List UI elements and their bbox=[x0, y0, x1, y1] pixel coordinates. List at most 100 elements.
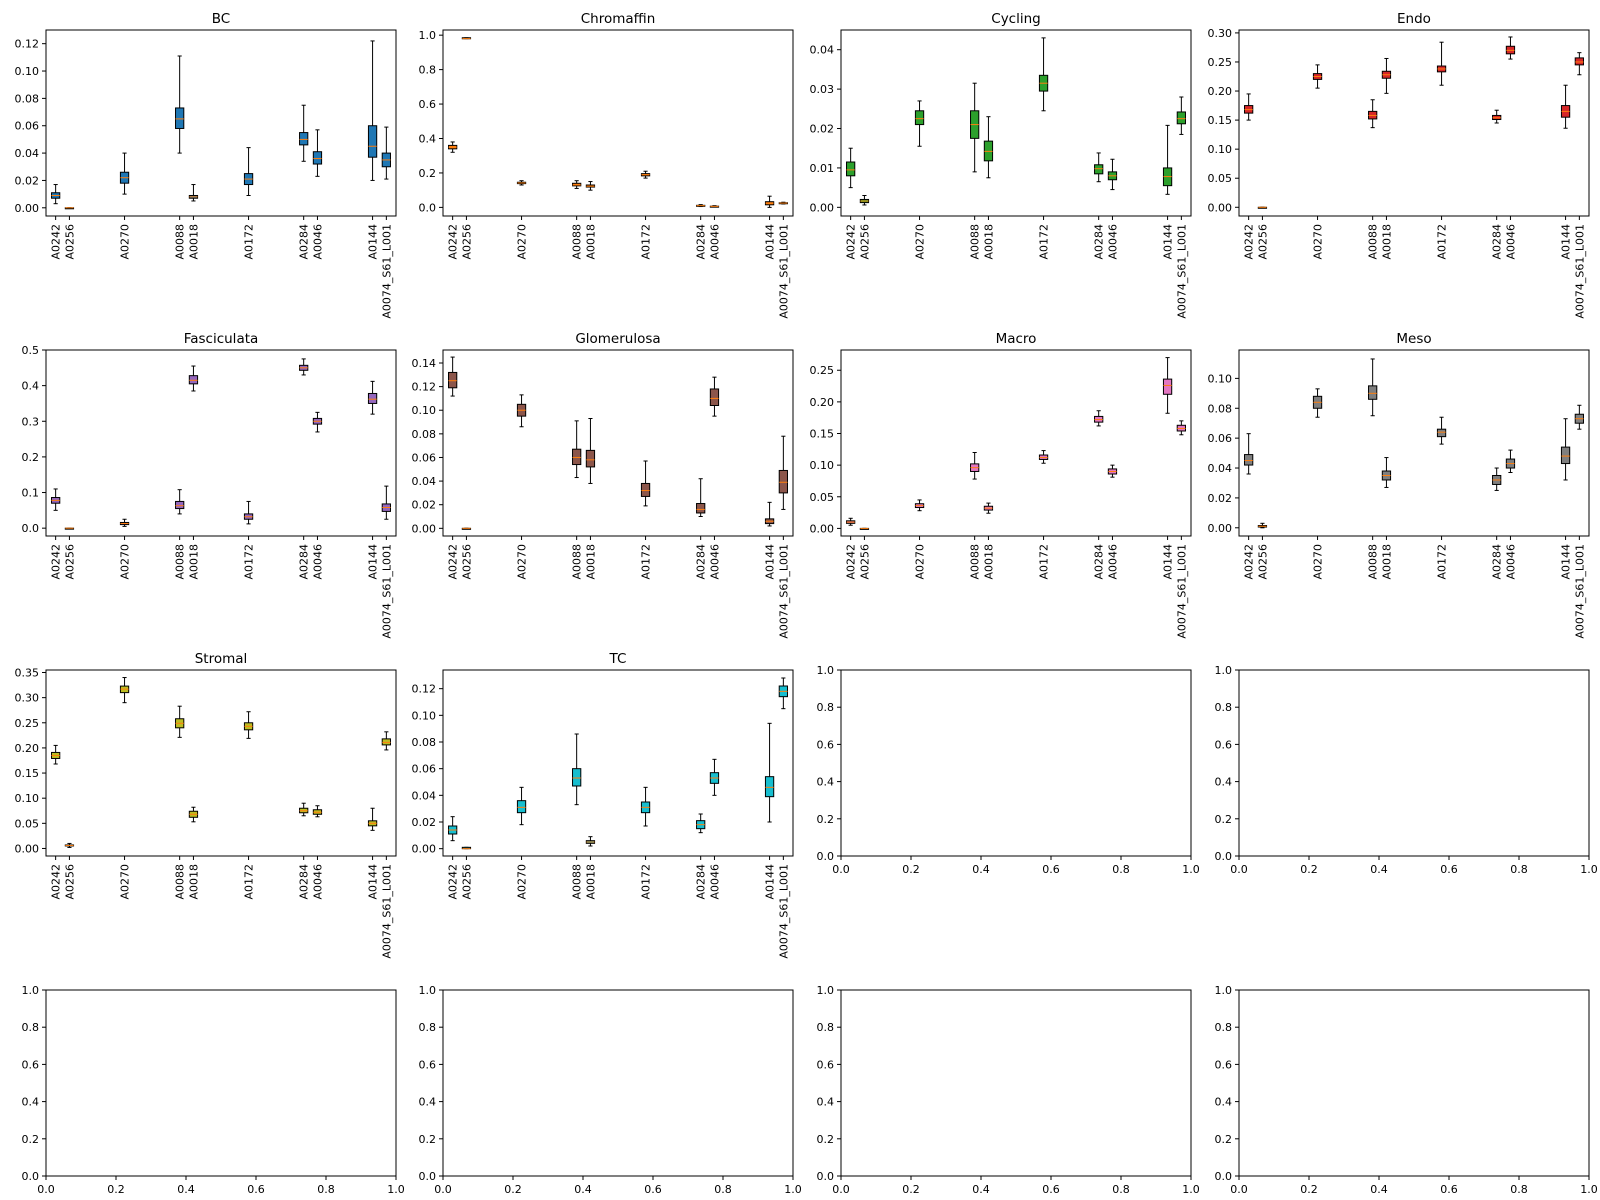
subplot-glomerulosa: Glomerulosa 0.00 0.02 0.04 0.06 0.08 0.10 0.12 0… bbox=[412, 331, 794, 639]
box-a0256 bbox=[461, 846, 472, 850]
box-a0074_s61_l001 bbox=[1176, 420, 1186, 436]
x-tick-label: 0.2 bbox=[902, 1183, 920, 1196]
y-tick-label: 0.25 bbox=[15, 717, 40, 730]
x-tick-label: A0088 bbox=[174, 544, 187, 580]
box-a0172 bbox=[1436, 41, 1447, 86]
box-iqr bbox=[572, 448, 582, 466]
box-a0074_s61_l001 bbox=[381, 485, 391, 520]
y-tick-label: 0.08 bbox=[412, 428, 437, 441]
box-a0172 bbox=[243, 500, 254, 525]
x-tick-label: A0270 bbox=[914, 224, 927, 260]
box-a0172 bbox=[640, 786, 651, 827]
y-tick-label: 0.02 bbox=[810, 123, 835, 136]
y-tick-label: 0.5 bbox=[22, 344, 40, 357]
box-a0074_s61_l001 bbox=[381, 731, 391, 751]
box-a0172 bbox=[1038, 450, 1049, 464]
box-iqr bbox=[696, 503, 706, 514]
axes-frame bbox=[442, 349, 794, 537]
box-a0270 bbox=[119, 152, 130, 195]
x-tick-label: A0144 bbox=[367, 224, 380, 260]
y-tick-label: 0.06 bbox=[1208, 432, 1233, 445]
y-tick-label: 0.3 bbox=[22, 415, 40, 428]
y-tick-label: 0.12 bbox=[412, 381, 437, 394]
axes-frame bbox=[840, 29, 1192, 217]
x-tick-label: 1.0 bbox=[387, 1183, 405, 1196]
x-tick-label: A0284 bbox=[695, 864, 708, 900]
box-a0242 bbox=[51, 488, 61, 511]
x-tick-label: A0144 bbox=[1560, 224, 1573, 260]
box-a0242 bbox=[846, 517, 856, 526]
box-a0256 bbox=[461, 527, 472, 530]
y-tick-label: 0.08 bbox=[1208, 402, 1233, 415]
y-tick-label: 0.00 bbox=[1208, 201, 1233, 214]
box-a0018 bbox=[1381, 457, 1392, 488]
box-a0144 bbox=[764, 501, 775, 527]
x-tick-label: A0074_S61_L001 bbox=[380, 544, 393, 639]
box-a0088 bbox=[1368, 99, 1378, 129]
subplot-chromaffin: Chromaffin 0.0 0.2 0.4 0.6 0.8 1.0 A0242 A0256 A0… bbox=[419, 11, 794, 319]
x-tick-label: A0074_S61_L001 bbox=[777, 864, 790, 959]
box-a0284 bbox=[696, 813, 706, 834]
y-tick-label: 0.20 bbox=[1208, 85, 1233, 98]
box-a0074_s61_l001 bbox=[1176, 96, 1186, 135]
y-tick-label: 0.35 bbox=[15, 667, 40, 680]
box-a0046 bbox=[312, 805, 323, 818]
box-a0046 bbox=[312, 129, 323, 177]
x-tick-label: A0284 bbox=[695, 224, 708, 260]
box-a0172 bbox=[1436, 416, 1447, 445]
x-tick-label: A0046 bbox=[1504, 544, 1517, 580]
empty-subplot: 0.00.0 0.2 0.2 0.4 0.4 0.6 0.6 0.8 0.8 1.0 1.0 bbox=[1215, 984, 1598, 1196]
y-tick-label: 1.0 bbox=[419, 984, 437, 997]
y-tick-label: 0.06 bbox=[412, 451, 437, 464]
x-tick-label: A0172 bbox=[640, 864, 653, 900]
subplot-bc: BC 0.00 0.02 0.04 0.06 0.08 0.10 0.12 A0242 A0256… bbox=[15, 11, 397, 319]
x-tick-label: A0074_S61_L001 bbox=[380, 864, 393, 959]
x-tick-label: A0270 bbox=[119, 864, 132, 900]
subplot-title: TC bbox=[609, 651, 627, 667]
y-tick-label: 0.00 bbox=[15, 842, 40, 855]
box-iqr bbox=[1560, 446, 1571, 465]
y-tick-label: 1.0 bbox=[1215, 664, 1233, 677]
x-tick-label: A0046 bbox=[1504, 224, 1517, 260]
y-tick-label: 0.8 bbox=[817, 1021, 835, 1034]
y-tick-label: 0.04 bbox=[1208, 462, 1233, 475]
y-tick-label: 0.0 bbox=[1215, 1170, 1233, 1183]
x-tick-label: 0.2 bbox=[504, 1183, 522, 1196]
x-tick-label: A0284 bbox=[1491, 544, 1504, 580]
box-a0242 bbox=[1244, 93, 1254, 121]
box-a0018 bbox=[983, 116, 994, 179]
x-tick-label: A0144 bbox=[764, 864, 777, 900]
x-tick-label: 1.0 bbox=[1580, 863, 1598, 876]
box-a0270 bbox=[914, 100, 925, 147]
box-a0088 bbox=[175, 705, 185, 738]
box-iqr bbox=[516, 800, 527, 814]
x-tick-label: A0172 bbox=[1436, 544, 1449, 580]
x-tick-label: A0242 bbox=[50, 864, 63, 900]
x-tick-label: 0.2 bbox=[1300, 1183, 1318, 1196]
y-tick-label: 0.10 bbox=[15, 65, 40, 78]
box-a0172 bbox=[1038, 37, 1049, 112]
box-a0270 bbox=[516, 180, 527, 186]
y-tick-label: 0.15 bbox=[810, 428, 835, 441]
box-a0088 bbox=[175, 55, 185, 154]
y-tick-label: 0.15 bbox=[1208, 114, 1233, 127]
subplot-title: Macro bbox=[996, 331, 1037, 347]
box-a0284 bbox=[299, 104, 309, 162]
box-a0144 bbox=[367, 380, 378, 415]
y-tick-label: 0.10 bbox=[412, 404, 437, 417]
x-tick-label: 0.4 bbox=[574, 1183, 592, 1196]
empty-subplot: 0.00.0 0.2 0.2 0.4 0.4 0.6 0.6 0.8 0.8 1.0 1.0 bbox=[817, 664, 1200, 876]
subplot-stromal: Stromal 0.00 0.05 0.10 0.15 0.20 0.25 0.30 0.35 A… bbox=[15, 651, 397, 959]
box-iqr bbox=[175, 107, 185, 129]
box-a0074_s61_l001 bbox=[778, 435, 788, 510]
x-tick-label: 0.2 bbox=[107, 1183, 125, 1196]
x-tick-label: A0284 bbox=[298, 864, 311, 900]
box-iqr bbox=[1176, 111, 1186, 125]
box-a0074_s61_l001 bbox=[381, 126, 391, 180]
x-tick-label: A0144 bbox=[1162, 224, 1175, 260]
y-tick-label: 0.2 bbox=[1215, 813, 1233, 826]
x-tick-label: A0088 bbox=[174, 864, 187, 900]
axes-frame bbox=[1238, 989, 1590, 1177]
y-tick-label: 0.2 bbox=[817, 813, 835, 826]
